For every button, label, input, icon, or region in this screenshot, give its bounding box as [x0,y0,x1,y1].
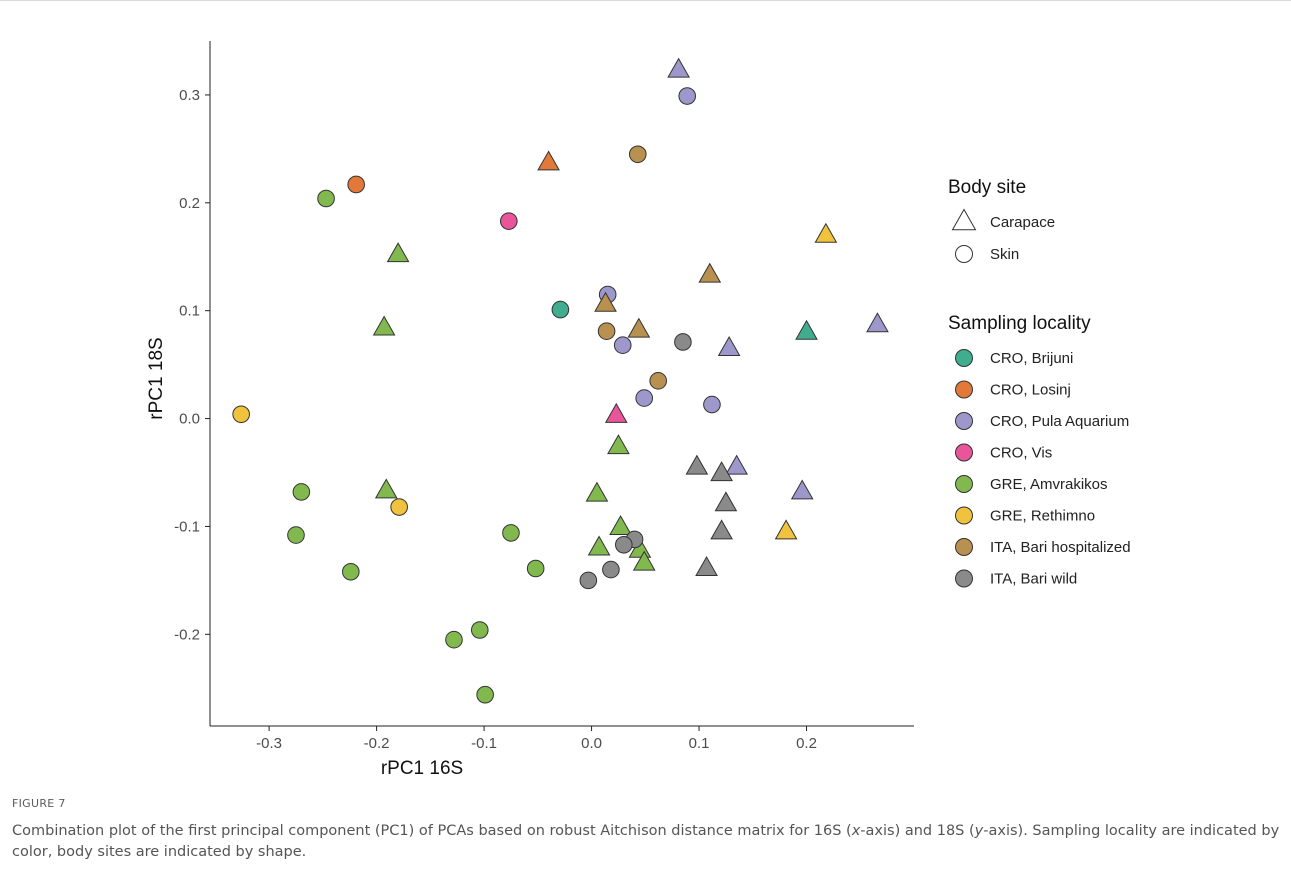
color-legend-label: CRO, Pula Aquarium [990,413,1129,430]
data-point-triangle [715,492,736,510]
data-point-triangle [610,516,631,534]
legend-color-swatch [956,413,973,430]
data-point-triangle [699,264,720,282]
data-point-circle [500,213,517,230]
data-point-triangle [628,319,649,337]
y-tick-label: 0.0 [179,411,200,428]
data-point-circle [503,525,520,542]
data-point-triangle [867,313,888,331]
legend-color-swatch [956,476,973,493]
legend-color-swatch [956,539,973,556]
data-point-circle [318,190,335,207]
data-point-triangle [608,435,629,453]
data-point-triangle [668,59,689,77]
x-tick-label: 0.1 [689,735,710,752]
x-axis-label: rPC1 16S [381,758,463,779]
data-point-triangle [374,316,395,334]
data-point-circle [580,572,597,589]
data-point-circle [598,323,615,340]
data-point-triangle [815,224,836,242]
data-point-circle [629,146,646,163]
x-tick-label: 0.2 [796,735,817,752]
y-axis-label: rPC1 18S [146,337,167,419]
legend-color-swatch [956,444,973,461]
data-point-circle [675,334,692,351]
legend-color-swatch [956,350,973,367]
caption-part-1: Combination plot of the first principal … [12,823,852,839]
data-point-triangle [796,321,817,339]
color-legend-label: CRO, Vis [990,445,1052,462]
x-tick-label: -0.3 [256,735,282,752]
scatter-chart: -0.3 -0.2 -0.1 0.0 0.1 0.2 -0.2 -0.1 0.0 0.1 0.2 0.… [0,1,1291,781]
data-point-triangle [538,151,559,169]
y-tick-label: -0.1 [174,518,200,535]
figure-caption: Combination plot of the first principal … [12,821,1282,863]
data-point-circle [603,561,620,578]
caption-y-italic: y [975,823,984,839]
y-tick-label: 0.2 [179,195,200,212]
data-point-circle [391,499,408,516]
x-tick-label: -0.2 [364,735,390,752]
data-point-triangle [696,557,717,575]
data-point-circle [348,176,365,193]
data-point-circle [614,337,631,354]
data-point-triangle [388,243,409,261]
color-legend-label: GRE, Rethimno [990,508,1095,525]
data-point-triangle [376,479,397,497]
shape-legend-title: Body site [948,177,1026,198]
color-legend-label: CRO, Losinj [990,382,1071,399]
data-point-circle [477,686,494,703]
x-tick-label: -0.1 [471,735,497,752]
color-legend-label: GRE, Amvrakikos [990,476,1108,493]
data-point-triangle [792,480,813,498]
color-legend-label: ITA, Bari wild [990,571,1077,588]
data-point-circle [233,406,250,423]
legend-color-swatch [956,381,973,398]
figure-label: FIGURE 7 [12,797,66,810]
data-point-triangle [586,483,607,501]
data-point-triangle [726,456,747,474]
chart-axes: -0.3 -0.2 -0.1 0.0 0.1 0.2 -0.2 -0.1 0.0 0.1 0.2 0.… [146,41,914,779]
caption-part-2: -axis) and 18S ( [860,823,974,839]
data-point-circle [293,484,310,501]
data-point-triangle [589,537,610,555]
shape-legend-label: Skin [990,246,1019,263]
y-tick-label: 0.3 [179,87,200,104]
chart-points [233,59,888,703]
caption-x-italic: x [852,823,861,839]
shape-legend-label: Carapace [990,214,1055,231]
color-legend-title: Sampling locality [948,313,1091,334]
color-legend-label: ITA, Bari hospitalized [990,539,1131,556]
data-point-triangle [776,520,797,538]
data-point-circle [343,563,360,580]
data-point-triangle [686,456,707,474]
data-point-circle [616,536,633,553]
y-tick-label: -0.2 [174,626,200,643]
legend-color-swatch [956,570,973,587]
y-tick-label: 0.1 [179,303,200,320]
data-point-circle [704,396,721,413]
data-point-triangle [606,404,627,422]
data-point-circle [471,622,488,639]
data-point-circle [552,301,569,318]
data-point-circle [636,390,653,407]
data-point-circle [527,560,544,577]
data-point-triangle [711,520,732,538]
legend-circle-icon [956,246,973,263]
x-tick-label: 0.0 [581,735,602,752]
chart-legend: Body site Carapace Skin Sampling locality CR… [948,177,1131,588]
data-point-circle [679,88,696,105]
legend-color-swatch [956,507,973,524]
legend-triangle-icon [953,209,976,229]
data-point-circle [288,527,305,544]
data-point-triangle [719,337,740,355]
data-point-circle [650,373,667,390]
color-legend-label: CRO, Brijuni [990,350,1073,367]
data-point-circle [446,631,463,648]
